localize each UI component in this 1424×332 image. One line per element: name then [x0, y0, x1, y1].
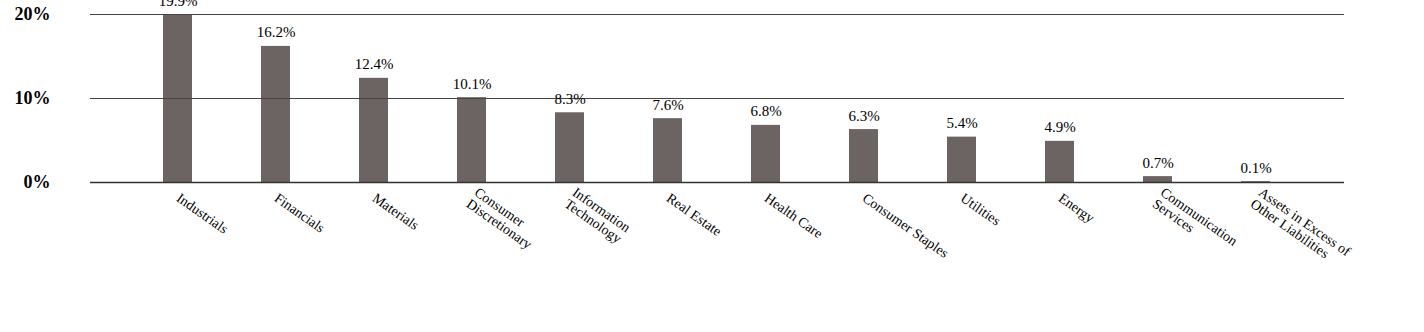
svg-text:Health Care: Health Care	[762, 190, 826, 241]
svg-text:12.4%: 12.4%	[355, 56, 394, 72]
svg-text:ConsumerDiscretionary: ConsumerDiscretionary	[464, 185, 543, 252]
svg-text:16.2%: 16.2%	[257, 24, 296, 40]
svg-text:10.1%: 10.1%	[453, 76, 492, 92]
svg-text:4.9%: 4.9%	[1044, 119, 1075, 135]
svg-text:Industrials: Industrials	[174, 190, 231, 236]
svg-text:Financials: Financials	[272, 190, 328, 235]
svg-text:0%: 0%	[24, 172, 51, 192]
svg-text:7.6%: 7.6%	[652, 97, 683, 113]
svg-text:0.7%: 0.7%	[1142, 155, 1173, 171]
svg-text:CommunicationServices: CommunicationServices	[1150, 185, 1241, 261]
svg-text:6.8%: 6.8%	[750, 103, 781, 119]
svg-text:0.1%: 0.1%	[1240, 160, 1271, 176]
svg-text:6.3%: 6.3%	[848, 108, 879, 124]
svg-text:8.3%: 8.3%	[554, 91, 585, 107]
svg-text:Materials: Materials	[370, 190, 422, 233]
svg-text:Assets in Excess ofOther Liabi: Assets in Excess ofOther Liabilities	[1248, 185, 1354, 271]
svg-text:InformationTechnology: InformationTechnology	[562, 185, 633, 247]
svg-text:5.4%: 5.4%	[946, 115, 977, 131]
svg-text:Utilities: Utilities	[958, 190, 1004, 228]
svg-text:10%: 10%	[15, 88, 51, 108]
svg-text:Energy: Energy	[1056, 190, 1098, 225]
svg-text:19.9%: 19.9%	[159, 0, 198, 9]
svg-text:Consumer Staples: Consumer Staples	[860, 190, 952, 261]
svg-text:Real Estate: Real Estate	[664, 190, 725, 239]
svg-text:20%: 20%	[15, 4, 51, 24]
